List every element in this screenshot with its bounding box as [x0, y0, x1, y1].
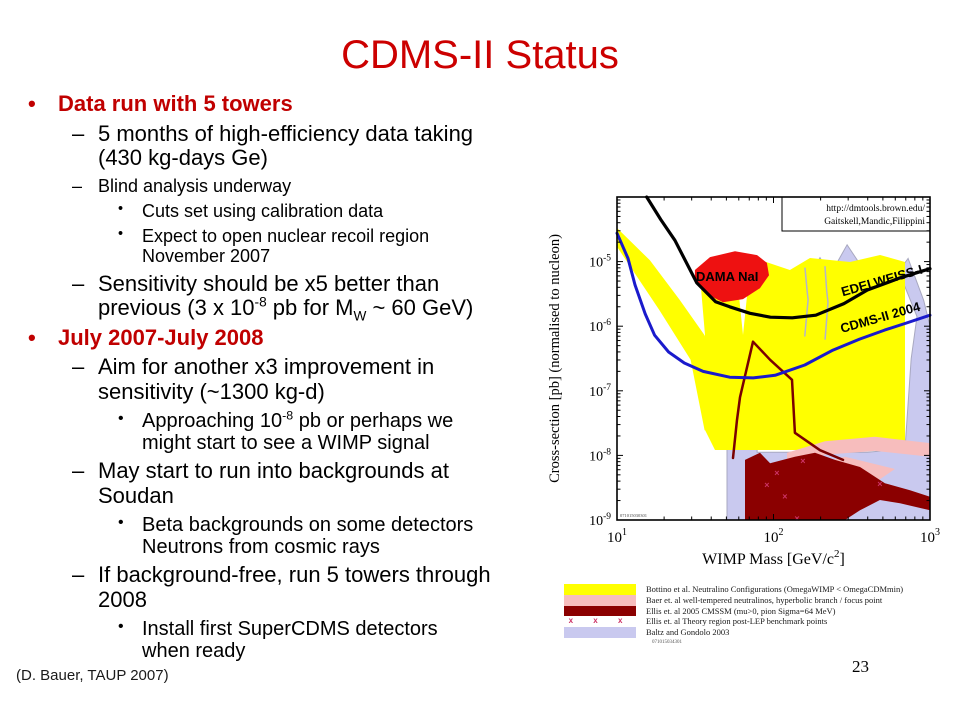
legend-label: Baer et. al well-tempered neutralinos, h… [646, 594, 883, 605]
bullet-marker: • [118, 201, 124, 218]
legend-stamp: 071015034301 [652, 640, 682, 645]
bullet-marker: • [118, 513, 124, 531]
y-tick-label: 10-9 [589, 512, 611, 529]
x-tick-label: 101 [607, 527, 627, 546]
bullet-list: • Data run with 5 towers –5 months of high… [16, 91, 556, 667]
page-number: 23 [852, 657, 869, 676]
y-tick-label: 10-7 [589, 383, 611, 400]
x-axis-title: WIMP Mass [GeV/c2] [702, 548, 845, 568]
bullet-text: Expect to open nuclear recoil region Nove… [142, 226, 430, 267]
bullet-text: If background-free, run 5 towers through… [98, 562, 491, 613]
bullet-marker: • [28, 324, 36, 350]
legend-label: Ellis et. al 2005 CMSSM (mu>0, pion Sigm… [646, 605, 836, 616]
legend-swatches: x x x [564, 584, 636, 638]
bullet-marker: – [72, 120, 85, 146]
legend-label: Baltz and Gondolo 2003 [646, 627, 730, 638]
bottino-band [617, 228, 721, 431]
ellis-cmssm-funnel [731, 340, 845, 462]
y-tick-label: 10-8 [589, 447, 611, 464]
legend-swatch: x x x [564, 616, 636, 628]
wimp-limit-chart: × × × × × × http://dmtools.brown.edu/Gaitskell… [545, 185, 960, 583]
bullet-text: Aim for another x3 improvement in sensiti… [98, 354, 435, 404]
bullet-item: –5 months of high-efficiency data taking… [16, 120, 556, 171]
bullet-text: Blind analysis underway [98, 175, 292, 196]
bullet-item: • Install first SuperCDMS detectors when r… [16, 618, 556, 663]
benchmark-x-mark: × [774, 468, 779, 478]
bullet-marker: – [72, 458, 85, 484]
bullet-item: – Aim for another x3 improvement in sensit… [16, 354, 556, 404]
bullet-item: • Data run with 5 towers [16, 91, 556, 117]
bullet-item: • Approaching 10-8 pb or perhaps we might … [16, 407, 556, 455]
bullet-text: Beta backgrounds on some detectors Neutro… [142, 513, 474, 559]
chart-legend: x x x Bottino et al. Neutralino Configur… [564, 584, 903, 638]
bullet-text: Install first SuperCDMS detectors when re… [142, 617, 438, 663]
legend-labels: Bottino et al. Neutralino Configurations… [646, 584, 903, 638]
legend-swatch [564, 594, 636, 606]
bullet-text: Sensitivity should be x5 better than prev… [98, 270, 474, 324]
legend-swatch [564, 605, 636, 617]
x-tick-label: 103 [920, 527, 940, 546]
bullet-marker: – [72, 175, 83, 196]
x-tick-label: 102 [764, 527, 784, 546]
legend-label: Bottino et al. Neutralino Configurations… [646, 584, 904, 594]
ellis-cmssm-region [745, 452, 930, 520]
edelweiss-curve [645, 195, 932, 320]
bullet-marker: – [72, 354, 85, 380]
bullet-item: – Blind analysis underway [16, 176, 556, 196]
legend-swatch [564, 584, 636, 595]
cdms-curve [615, 231, 932, 380]
baltz-outline-2 [824, 266, 829, 340]
bullet-marker: – [72, 270, 85, 296]
benchmark-x-mark: × [764, 480, 769, 490]
plot-stamp: 071015030301 [620, 513, 647, 518]
dama-label: DAMA NaI [696, 269, 758, 284]
bullet-marker: – [72, 562, 85, 588]
bullet-marker: • [118, 409, 124, 427]
dama-nai-region [694, 251, 769, 303]
bullet-item: – May start to run into backgrounds at Sou… [16, 459, 556, 508]
legend-swatch [564, 627, 636, 638]
benchmark-x-mark: × [782, 492, 787, 502]
credit-url: http://dmtools.brown.edu/ [826, 204, 925, 214]
bullet-marker: • [118, 226, 124, 243]
bullet-item: – Sensitivity should be x5 better than pre… [16, 270, 556, 324]
wimp-chart: × × × × × × http://dmtools.brown.edu/Gaitskell… [547, 195, 940, 568]
y-axis-title: Cross-section [pb] (normalised to nucleo… [547, 234, 563, 483]
bullet-item: • Expect to open nuclear recoil region Nov… [16, 226, 556, 266]
bullet-item: – If background-free, run 5 towers throug… [16, 563, 556, 612]
bullet-text: July 2007-July 2008 [58, 324, 264, 350]
attribution-text: (D. Bauer, TAUP 2007) [16, 667, 169, 684]
benchmark-x-mark: × [877, 479, 882, 489]
bullet-text: Approaching 10-8 pb or perhaps we might s… [142, 407, 454, 455]
y-tick-label: 10-5 [589, 254, 611, 271]
bullet-text: May start to run into backgrounds at Soud… [98, 458, 449, 509]
bullet-marker: • [28, 91, 36, 116]
slide-title: CDMS-II Status [341, 33, 619, 77]
credit-authors: Gaitskell,Mandic,Filippini [824, 217, 925, 227]
bullet-item: • Beta backgrounds on some detectors Neutr… [16, 514, 556, 559]
bullet-text: Cuts set using calibration data [142, 201, 384, 222]
benchmark-x-mark: × [794, 514, 799, 524]
legend-label: Ellis et. al Theory region post-LEP benc… [646, 616, 828, 627]
y-tick-label: 10-6 [589, 318, 611, 335]
bullet-item: • July 2007-July 2008 [16, 324, 556, 351]
bullet-item: • Cuts set using calibration data [16, 201, 556, 221]
bottino-blob [699, 255, 905, 450]
benchmark-x-mark: × [800, 456, 805, 466]
bullet-marker: • [118, 617, 124, 635]
baer-band [787, 436, 930, 466]
bullet-text: 5 months of high-efficiency data taking(… [98, 120, 474, 171]
bullet-text: Data run with 5 towers [58, 91, 293, 116]
